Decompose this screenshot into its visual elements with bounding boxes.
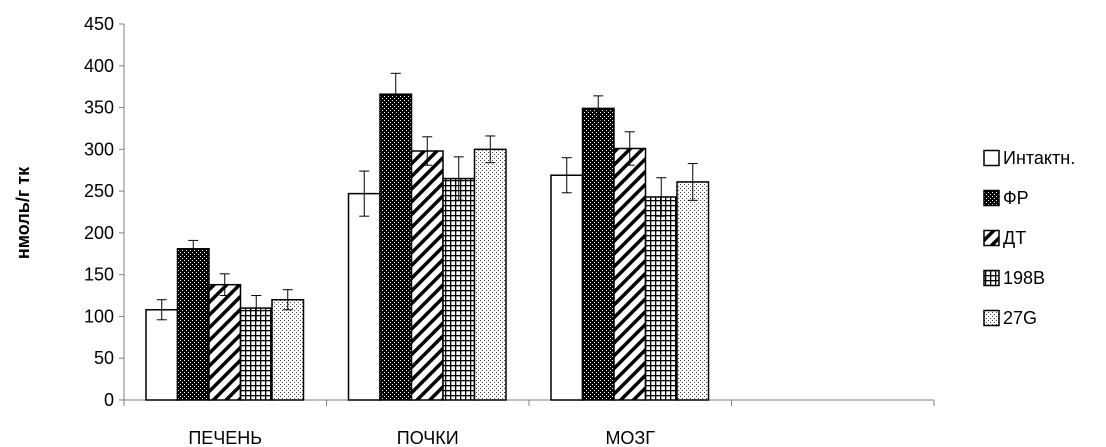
y-tick-label: 250 — [84, 181, 114, 201]
error-bars — [156, 72, 698, 322]
error-bar — [656, 177, 667, 217]
legend-swatch — [983, 269, 1000, 287]
error-bar — [251, 295, 262, 322]
x-category-label: МОЗГ — [605, 428, 655, 447]
legend: Интактн. ФР ДТ 198B 27G — [983, 148, 1075, 328]
y-tick-label: 400 — [84, 56, 114, 76]
legend-swatch — [983, 229, 1000, 247]
y-tick-label: 50 — [94, 348, 114, 368]
error-bar — [453, 156, 464, 201]
bar-дт-0 — [208, 283, 242, 401]
legend-label: ФР — [1003, 188, 1029, 208]
error-bar — [624, 131, 635, 166]
y-tick-label: 150 — [84, 265, 114, 285]
y-tick-label: 450 — [84, 14, 114, 34]
legend-swatch — [983, 189, 1000, 207]
y-axis-label: нмоль/г тк — [13, 166, 33, 259]
x-category-label: ПЕЧЕНЬ — [188, 428, 262, 447]
legend-item: ФР — [983, 188, 1029, 208]
error-bar — [390, 72, 401, 116]
axis-labels: 0 50 100 150 200 250 300 350 400 450 ПЕЧЕНЬ ПОЧКИ МО… — [84, 14, 655, 447]
legend-label: 27G — [1003, 308, 1037, 328]
bar-дт-1 — [410, 150, 444, 401]
bar-198b-0 — [239, 307, 273, 401]
y-tick-label: 100 — [84, 306, 114, 326]
error-bar — [422, 136, 433, 166]
bar-27g-2 — [676, 181, 710, 401]
error-bar — [687, 163, 698, 201]
error-bar — [188, 239, 199, 258]
y-tick-label: 200 — [84, 223, 114, 243]
error-bar — [219, 273, 230, 297]
bar-27g-1 — [473, 148, 507, 401]
y-tick-label: 300 — [84, 139, 114, 159]
bar-интактн-0 — [145, 309, 179, 401]
y-tick-label: 350 — [84, 98, 114, 118]
error-bar — [561, 157, 572, 194]
bar-фр-1 — [379, 93, 413, 401]
bar-дт-2 — [613, 147, 647, 401]
legend-swatch — [983, 149, 1000, 167]
legend-item: ДТ — [983, 228, 1026, 248]
y-tick-label: 0 — [104, 390, 114, 410]
legend-swatch — [983, 309, 1000, 327]
bar-интактн-2 — [550, 174, 584, 401]
legend-item: Интактн. — [983, 148, 1075, 168]
error-bar — [485, 135, 496, 164]
bar-фр-2 — [581, 107, 615, 401]
error-bar — [282, 289, 293, 311]
legend-label: Интактн. — [1003, 148, 1075, 168]
x-category-label: ПОЧКИ — [397, 428, 459, 447]
bar-фр-0 — [176, 248, 210, 401]
legend-item: 198B — [983, 268, 1045, 288]
bar-27g-0 — [271, 298, 305, 401]
legend-label: 198B — [1003, 268, 1045, 288]
legend-label: ДТ — [1003, 228, 1026, 248]
bar-интактн-1 — [347, 192, 381, 401]
error-bar — [359, 170, 370, 217]
error-bar — [593, 95, 604, 122]
legend-item: 27G — [983, 308, 1037, 328]
bar-198b-1 — [442, 177, 476, 401]
bars — [145, 93, 710, 401]
error-bar — [156, 299, 167, 321]
bar-198b-2 — [644, 196, 678, 401]
